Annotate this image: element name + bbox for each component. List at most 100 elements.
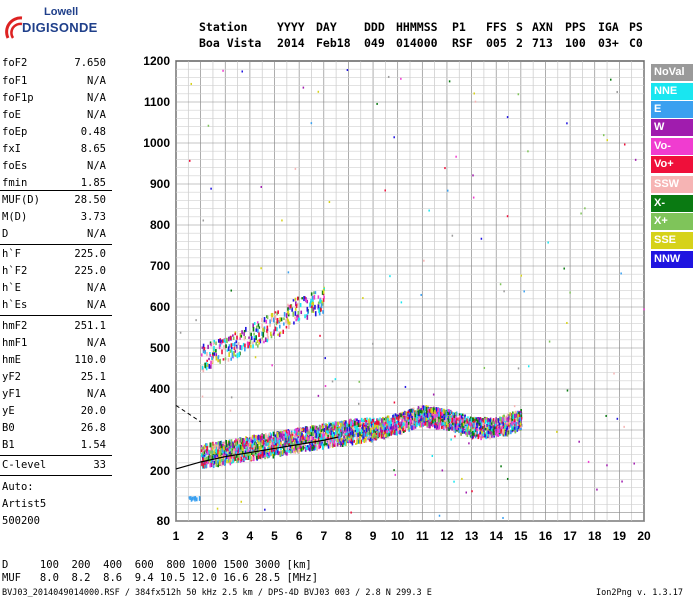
echo-dot [446, 409, 449, 412]
echo-dot [401, 411, 404, 415]
legend-label: NoVal [654, 66, 685, 78]
echo-dot [513, 426, 516, 430]
echo-dot [225, 450, 227, 454]
echo-dot [432, 410, 435, 414]
echo-dot [210, 462, 213, 468]
noise-dot [480, 237, 483, 240]
echo-dot [491, 427, 494, 432]
echo-dot [506, 421, 508, 425]
echo-dot [431, 419, 434, 424]
echo-dot [243, 444, 246, 449]
logo-top-text: Lowell [44, 6, 79, 18]
echo-dot [401, 415, 404, 419]
echo-dot [415, 410, 417, 414]
echo-dot [334, 426, 336, 431]
noise-dot [446, 189, 449, 192]
echo-dot [221, 448, 223, 453]
echo-dot [243, 457, 246, 461]
echo-dot [295, 301, 297, 306]
header-value-ffs: 005 [486, 36, 507, 50]
echo-dot [214, 442, 217, 445]
echo-dot [336, 429, 338, 434]
noise-dot [605, 414, 607, 417]
echo-dot [365, 428, 368, 433]
echo-dot [228, 454, 230, 457]
echo-dot [264, 453, 266, 457]
param-key: C-level [2, 459, 47, 471]
echo-dot [511, 415, 514, 421]
echo-dot [270, 316, 273, 322]
echo-dot [312, 431, 314, 437]
echo-dot [294, 316, 296, 320]
echo-dot [235, 441, 237, 447]
echo-dot [472, 422, 475, 428]
param-key: h`Es [2, 299, 28, 311]
echo-dot [280, 441, 282, 446]
echo-dot [519, 416, 522, 421]
echo-dot [381, 425, 383, 430]
echo-dot [229, 451, 231, 455]
echo-dot [225, 443, 228, 448]
echo-dot [330, 434, 333, 438]
echo-dot [440, 418, 443, 422]
echo-dot [283, 435, 285, 441]
echo-dot [342, 440, 345, 443]
echo-dot [493, 421, 495, 424]
echo-dot [439, 420, 442, 425]
echo-dot [501, 417, 504, 422]
echo-dot [276, 440, 278, 443]
echo-dot [188, 496, 191, 499]
echo-dot [321, 423, 324, 428]
echo-dot [465, 427, 468, 430]
echo-dot [260, 446, 262, 449]
echo-dot [330, 426, 332, 429]
echo-dot [253, 338, 256, 343]
echo-dot [319, 435, 322, 440]
echo-dot [276, 311, 278, 316]
echo-dot [504, 423, 507, 427]
echo-dot [467, 421, 470, 426]
echo-dot [243, 329, 246, 333]
echo-dot [247, 442, 249, 448]
noise-dot [216, 507, 219, 510]
echo-dot [247, 345, 249, 349]
echo-dot [253, 445, 255, 450]
echo-dot [200, 445, 203, 448]
echo-dot [464, 416, 467, 421]
echo-dot [250, 436, 252, 440]
echo-dot [285, 446, 287, 451]
param-value: N/A [87, 92, 106, 104]
echo-dot [298, 443, 300, 449]
echo-dot [238, 455, 240, 461]
echo-dot [368, 421, 371, 427]
echo-dot [492, 427, 495, 430]
echo-dot [480, 428, 482, 431]
echo-dot [226, 452, 229, 458]
echo-dot [476, 433, 478, 437]
echo-dot [442, 413, 444, 418]
noise-dot [210, 187, 212, 190]
echo-dot [372, 418, 375, 423]
header-label-day: DAY [316, 20, 337, 34]
param-value: 251.1 [74, 320, 106, 332]
echo-dot [312, 307, 314, 312]
echo-dot [349, 428, 352, 434]
echo-dot [491, 434, 493, 438]
noise-dot [254, 356, 257, 359]
legend-label: NNE [654, 85, 678, 97]
echo-dot [282, 431, 284, 436]
echo-dot [390, 431, 393, 436]
echo-dot [420, 416, 423, 420]
echo-dot [388, 425, 391, 429]
echo-dot [454, 412, 457, 416]
echo-dot [223, 346, 225, 350]
echo-dot [368, 438, 371, 442]
echo-dot [306, 445, 309, 448]
echo-dot [226, 338, 228, 344]
echo-dot [383, 434, 386, 438]
echo-dot [242, 447, 244, 452]
echo-dot [239, 337, 241, 340]
echo-dot [517, 424, 520, 428]
echo-dot [498, 422, 501, 426]
echo-dot [509, 421, 512, 427]
